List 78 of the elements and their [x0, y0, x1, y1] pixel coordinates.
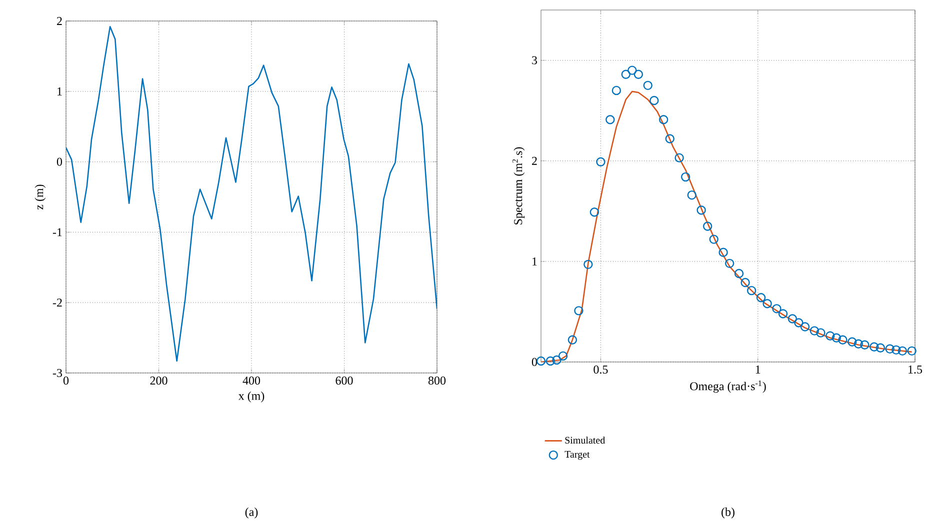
- point: [756, 293, 766, 302]
- point: [552, 355, 562, 365]
- point: [674, 153, 684, 162]
- x-tick-label: 200: [150, 376, 168, 385]
- point: [536, 356, 546, 366]
- y-tick-label: -1: [52, 228, 62, 236]
- point: [696, 206, 706, 215]
- point: [734, 268, 744, 278]
- y-axis-title: Spectrum (m$^{2}$.s): [512, 147, 525, 224]
- point: [558, 351, 568, 361]
- point: [778, 309, 788, 318]
- point: [718, 248, 728, 257]
- point: [907, 346, 916, 356]
- point: [762, 299, 772, 308]
- point: [854, 339, 864, 348]
- point: [816, 328, 826, 338]
- y-tick-label: 0: [56, 158, 62, 166]
- point: [794, 318, 804, 328]
- point: [876, 343, 886, 353]
- point: [810, 326, 820, 336]
- legend-label: Simulated: [565, 436, 606, 444]
- point: [788, 314, 798, 324]
- point: [584, 260, 593, 270]
- line-series: [66, 26, 437, 362]
- point: [574, 306, 584, 316]
- point: [826, 331, 835, 340]
- y-tick-label: 1: [58, 87, 62, 96]
- y-tick-label: 2: [532, 156, 537, 165]
- point: [634, 70, 644, 79]
- point: [612, 86, 622, 96]
- point: [870, 342, 879, 352]
- point: [746, 286, 756, 296]
- x-tick-label: 600: [336, 376, 353, 385]
- point: [709, 234, 718, 244]
- legend-label: Target: [564, 451, 590, 460]
- x-axis-title: Omega (rad·s$^{-1}$): [690, 380, 766, 393]
- point: [658, 115, 668, 124]
- point: [724, 258, 734, 268]
- point: [848, 337, 857, 346]
- point: [898, 346, 908, 356]
- point: [621, 70, 630, 79]
- y-tick-label: 2: [57, 17, 62, 25]
- point: [838, 335, 848, 344]
- point: [800, 322, 810, 332]
- point: [680, 172, 690, 182]
- point: [643, 80, 652, 90]
- point: [590, 208, 600, 217]
- point: [665, 134, 674, 144]
- x-axis-title: x (m): [238, 391, 264, 402]
- x-tick-label: 0: [63, 376, 69, 385]
- point: [606, 115, 615, 124]
- y-tick-label: -2: [52, 298, 62, 307]
- point: [892, 345, 901, 355]
- y-tick-label: 0: [532, 358, 538, 366]
- text: (a): [245, 508, 258, 518]
- x-tick-label: 1.5: [908, 366, 922, 374]
- point: [702, 222, 712, 231]
- point: [772, 304, 782, 314]
- line-series: [541, 90, 913, 362]
- text: (b): [722, 508, 734, 518]
- x-tick-label: 1: [756, 366, 760, 374]
- y-tick-label: 3: [532, 56, 538, 64]
- x-tick-label: 0.5: [594, 366, 608, 374]
- point: [628, 66, 637, 75]
- point: [596, 157, 606, 166]
- point: [832, 333, 842, 342]
- point: [546, 356, 556, 366]
- x-tick-label: 800: [428, 376, 446, 385]
- y-tick-label: 1: [532, 257, 537, 266]
- point: [885, 344, 894, 354]
- point: [860, 340, 870, 350]
- point: [740, 278, 750, 288]
- point: [568, 335, 578, 344]
- point: [650, 96, 659, 106]
- x-tick-label: 400: [242, 376, 260, 385]
- point: [687, 190, 696, 200]
- y-axis-title: z (m): [34, 184, 46, 210]
- y-tick-label: -3: [52, 368, 62, 378]
